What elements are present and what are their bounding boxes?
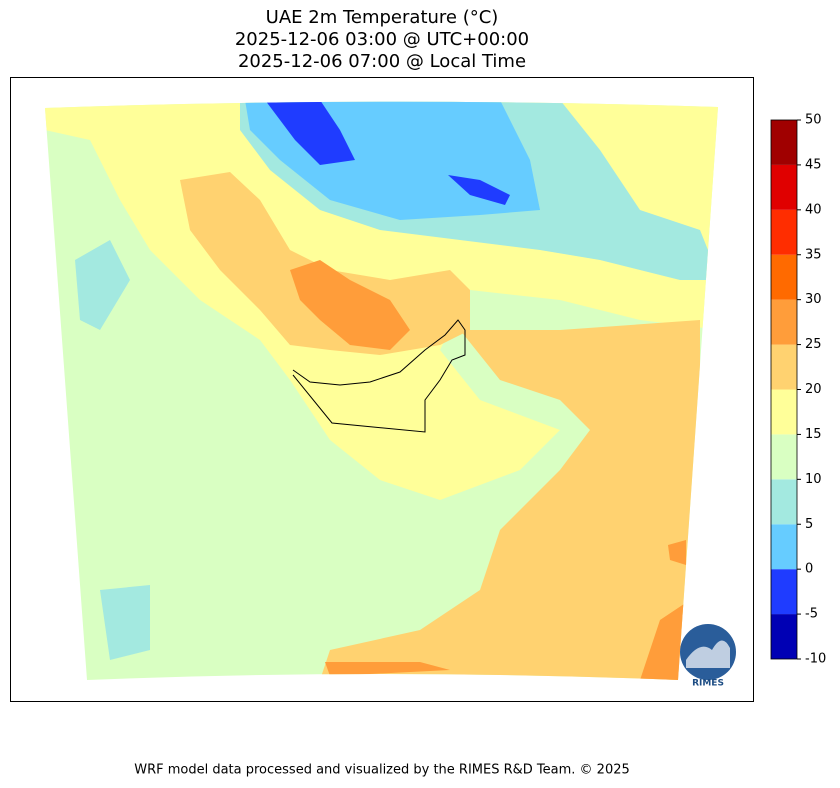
colorbar-band bbox=[771, 479, 797, 525]
logo-wave bbox=[686, 640, 730, 668]
colorbar-band bbox=[771, 120, 797, 165]
colorbar-band bbox=[771, 209, 797, 255]
colorbar-band bbox=[771, 254, 797, 300]
colorbar-tick-label: -5 bbox=[805, 607, 818, 622]
colorbar-tick-label: 5 bbox=[805, 517, 813, 532]
colorbar-band bbox=[771, 164, 797, 210]
footer: WRF model data processed and visualized … bbox=[134, 763, 630, 778]
colorbar-band bbox=[771, 569, 797, 615]
colorbar-band bbox=[771, 524, 797, 570]
colorbar-band bbox=[771, 389, 797, 435]
colorbar-tick-label: 0 bbox=[805, 562, 813, 577]
colorbar-band bbox=[771, 344, 797, 390]
colorbar-band bbox=[771, 614, 797, 659]
title: UAE 2m Temperature (°C) bbox=[266, 7, 499, 28]
uae-border bbox=[292, 319, 466, 433]
title: 2025-12-06 07:00 @ Local Time bbox=[238, 51, 526, 72]
colorbar-band bbox=[771, 299, 797, 345]
colorbar-tick-label: 50 bbox=[805, 113, 822, 128]
colorbar-tick-label: 25 bbox=[805, 337, 822, 352]
colorbar-band bbox=[771, 434, 797, 480]
logo: RIMES bbox=[680, 624, 736, 689]
colorbar-tick-label: 45 bbox=[805, 157, 822, 172]
colorbar-tick-label: 40 bbox=[805, 202, 822, 217]
colorbar-tick-label: 35 bbox=[805, 247, 822, 262]
colorbar-tick-label: 15 bbox=[805, 427, 822, 442]
title: 2025-12-06 03:00 @ UTC+00:00 bbox=[235, 29, 529, 50]
logo-text: RIMES bbox=[692, 679, 724, 689]
colorbar-tick-label: 20 bbox=[805, 382, 822, 397]
colorbar-tick-label: 10 bbox=[805, 472, 822, 487]
colorbar-tick-label: 30 bbox=[805, 292, 822, 307]
colorbar-tick-label: -10 bbox=[805, 652, 826, 667]
colorbar: -10 -5 0 5 10 15 20 25 30 35 40 45 50 bbox=[770, 113, 826, 667]
